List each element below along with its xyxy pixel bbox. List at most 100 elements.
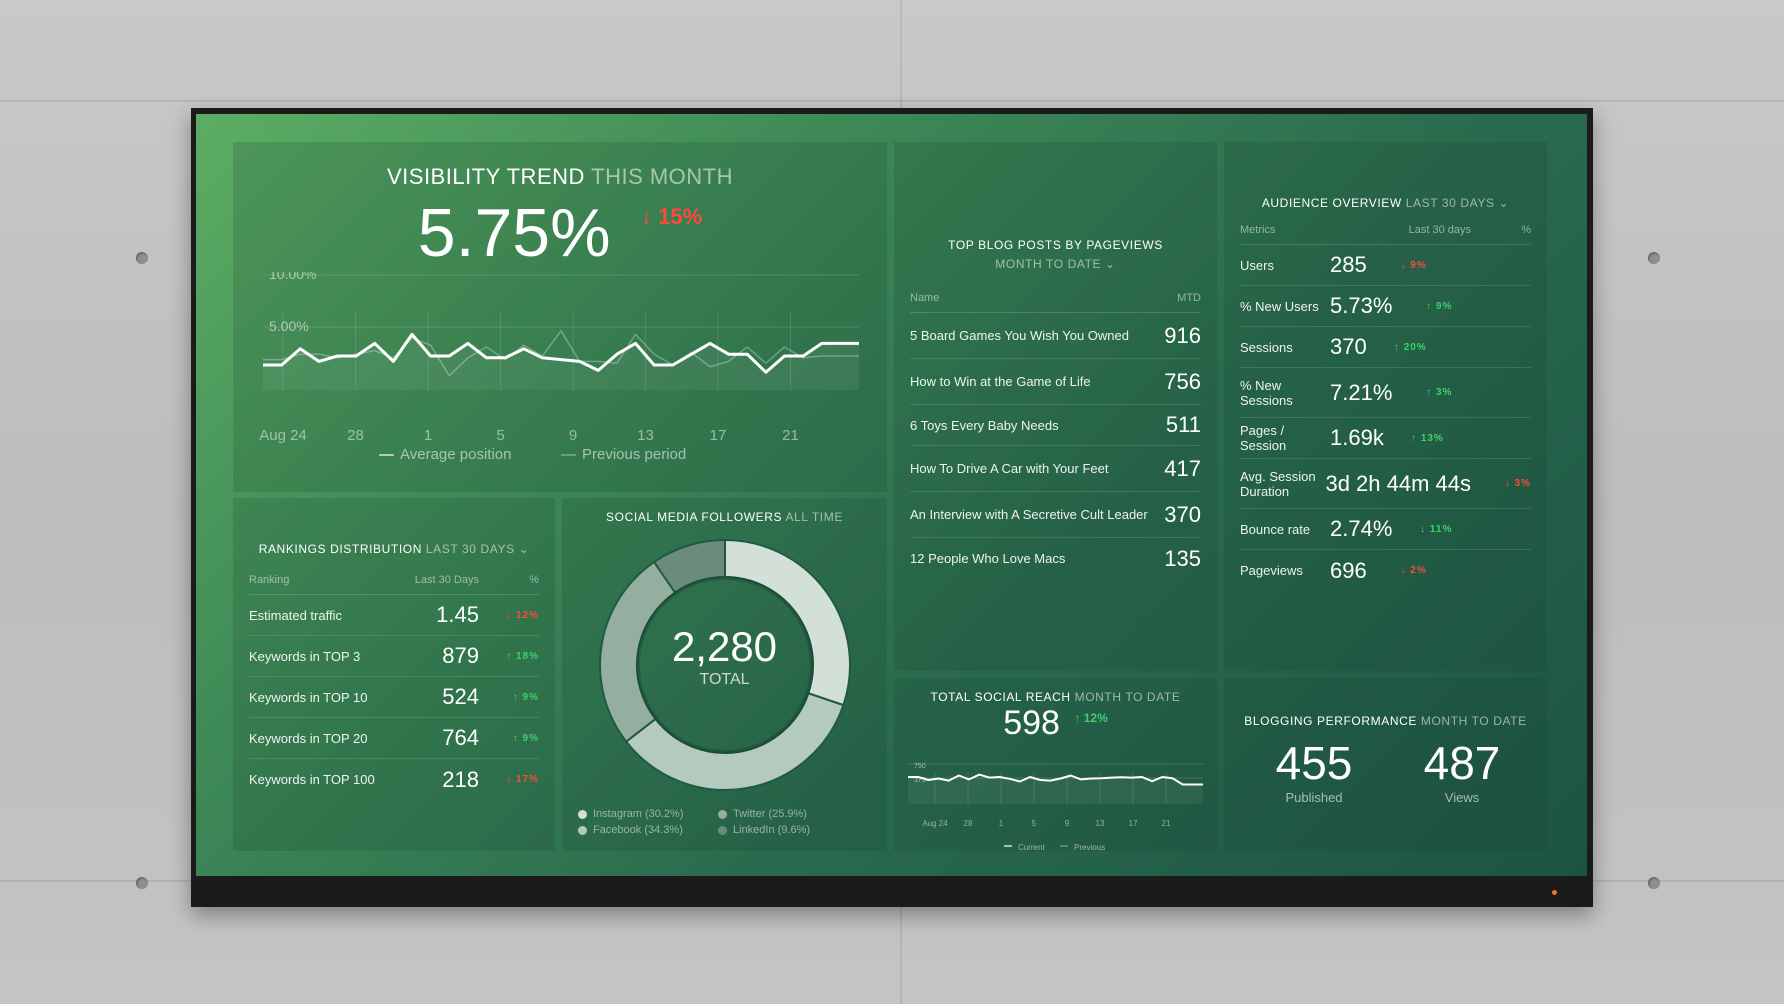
audience-period: LAST 30 DAYS <box>1405 196 1495 210</box>
followers-total-label: TOTAL <box>699 671 750 688</box>
x-tick-label: 1 <box>999 819 1004 828</box>
table-row: % New Users 5.73% ↑ 9% <box>1240 286 1531 327</box>
x-tick-label: 9 <box>569 427 577 444</box>
row-value: 7.21% <box>1330 379 1393 405</box>
row-value: 370 <box>1330 334 1367 359</box>
audience-overview-panel: AUDIENCE OVERVIEW LAST 30 DAYS ⌄ Metrics… <box>1224 142 1547 671</box>
series-area <box>263 334 859 390</box>
row-change: ↓ 3% <box>1504 478 1531 489</box>
row-change-value: 18% <box>515 650 539 662</box>
table-row: 6 Toys Every Baby Needs 511 <box>910 405 1201 446</box>
row-label: 6 Toys Every Baby Needs <box>910 417 1059 433</box>
row-value: 879 <box>442 643 479 668</box>
row-label: Estimated traffic <box>249 607 342 623</box>
legend-label: Facebook (34.3%) <box>593 824 683 836</box>
y-tick-label: 375 <box>914 777 926 784</box>
table-row: Users 285 ↓ 9% <box>1240 245 1531 286</box>
table-row: An Interview with A Secretive Cult Leade… <box>910 492 1201 538</box>
power-led <box>1552 890 1557 895</box>
legend-item: Twitter (25.9%) <box>718 808 858 820</box>
row-change-value: 3% <box>1514 478 1531 489</box>
row-value: 511 <box>1165 412 1201 437</box>
series-line-current <box>263 332 859 374</box>
row-value: 5.73% <box>1330 293 1393 318</box>
followers-total: 2,280 <box>671 623 778 670</box>
reach-value: 598 <box>1003 704 1060 742</box>
legend-label: Instagram (30.2%) <box>593 808 684 820</box>
donut-inner-ring <box>636 576 814 754</box>
blogging-period: MONTH TO DATE <box>1420 714 1527 728</box>
row-change-value: 20% <box>1403 341 1427 353</box>
chevron-down-icon: ⌄ <box>1498 196 1510 210</box>
top-blog-period-dropdown[interactable]: MONTH TO DATE ⌄ <box>894 257 1217 271</box>
published-label: Published <box>1285 790 1343 805</box>
legend-label: Average position <box>400 446 511 463</box>
x-tick-label: 1 <box>424 427 432 444</box>
legend-item: Facebook (34.3%) <box>578 824 718 836</box>
table-row: % New Sessions 7.21% ↑ 3% <box>1240 368 1531 418</box>
x-tick-label: Aug 24 <box>922 819 948 828</box>
followers-period: ALL TIME <box>785 510 843 524</box>
legend-dot <box>718 809 727 819</box>
legend-label: Current <box>1018 843 1045 851</box>
legend-label: Previous <box>1074 843 1105 851</box>
reach-change: ↑ 12% <box>1074 711 1108 725</box>
y-tick-label: 10.00% <box>269 272 316 282</box>
x-tick-label: 21 <box>1162 819 1171 828</box>
col-name: Name <box>910 292 940 304</box>
row-label: Keywords in TOP 20 <box>249 730 368 746</box>
row-change: ↑ 9% <box>512 732 539 744</box>
reach-title: TOTAL SOCIAL REACH <box>930 690 1071 704</box>
y-tick-label: 750 <box>914 763 926 770</box>
legend-label: Previous period <box>582 446 686 463</box>
col-pct: % <box>529 574 539 586</box>
row-value: 764 <box>442 725 479 750</box>
row-change: ↓ 2% <box>1400 565 1427 576</box>
table-row: How To Drive A Car with Your Feet 417 <box>910 446 1201 492</box>
rankings-period: LAST 30 DAYS <box>425 542 515 556</box>
table-row: Keywords in TOP 3 879 ↑ 18% <box>249 636 539 677</box>
audience-title-dropdown[interactable]: AUDIENCE OVERVIEW LAST 30 DAYS ⌄ <box>1224 196 1547 210</box>
x-tick-label: 5 <box>1032 819 1037 828</box>
row-label: Keywords in TOP 3 <box>249 648 361 664</box>
row-change: ↑ 9% <box>512 691 539 703</box>
row-change: ↓ 17% <box>506 774 539 785</box>
legend-label: Twitter (25.9%) <box>733 808 807 820</box>
col-pct: % <box>1521 224 1531 236</box>
col-mtd: MTD <box>1177 292 1201 304</box>
x-tick-label: 17 <box>1129 819 1138 828</box>
row-value: 3d 2h 44m 44s <box>1325 470 1471 496</box>
rankings-title-dropdown[interactable]: RANKINGS DISTRIBUTION LAST 30 DAYS ⌄ <box>233 542 555 556</box>
followers-legend: Instagram (30.2%) Twitter (25.9%) Facebook… <box>578 808 878 836</box>
x-tick-label: 21 <box>782 427 799 444</box>
legend-label: LinkedIn (9.6%) <box>733 824 811 836</box>
rankings-title: RANKINGS DISTRIBUTION <box>258 542 422 556</box>
visibility-subtitle: THIS MONTH <box>591 164 734 189</box>
table-row: Pageviews 696 ↓ 2% <box>1240 550 1531 591</box>
row-label: An Interview with A Secretive Cult Leade… <box>910 507 1148 522</box>
y-tick-label: 5.00% <box>269 318 309 334</box>
series-line-previous <box>263 330 859 377</box>
tv-display: VISIBILITY TREND THIS MONTH 5.75% ↓ 15% … <box>191 108 1593 907</box>
legend-dot <box>718 825 727 835</box>
legend-dot <box>578 825 587 835</box>
series-area <box>908 774 1203 804</box>
top-blog-title: TOP BLOG POSTS BY PAGEVIEWS <box>948 238 1163 252</box>
x-tick-label: 9 <box>1065 819 1070 828</box>
blogging-title: BLOGGING PERFORMANCE <box>1244 714 1417 728</box>
row-change-value: 13% <box>1420 432 1444 444</box>
legend-dot <box>578 809 587 819</box>
published-value: 455 <box>1275 737 1353 789</box>
row-label: 12 People Who Love Macs <box>910 551 1066 566</box>
row-change: ↑ 13% <box>1411 432 1444 444</box>
row-change: ↓ 12% <box>506 609 539 621</box>
table-row: Pages / Session 1.69k ↑ 13% <box>1240 418 1531 459</box>
x-tick-label: Aug 24 <box>259 427 307 444</box>
reach-change-value: 12% <box>1083 711 1108 725</box>
reach-period: MONTH TO DATE <box>1074 690 1181 704</box>
row-change: ↑ 18% <box>506 650 539 662</box>
table-row: Estimated traffic 1.45 ↓ 12% <box>249 595 539 636</box>
audience-title: AUDIENCE OVERVIEW <box>1261 196 1402 210</box>
row-change: ↑ 20% <box>1393 341 1427 353</box>
series-line-current <box>908 773 1203 786</box>
